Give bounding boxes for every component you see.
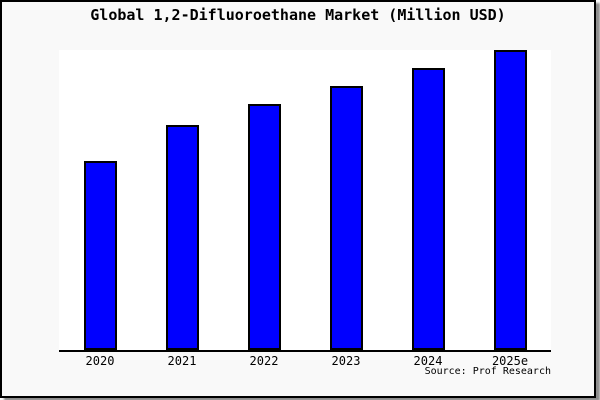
x-tick-label-2021: 2021 (167, 354, 197, 368)
x-tick-label-2024: 2024 (413, 354, 443, 368)
x-tick-label-2022: 2022 (249, 354, 279, 368)
bar-2024 (411, 68, 445, 350)
chart-title: Global 1,2-Difluoroethane Market (Millio… (90, 6, 506, 24)
bar-2020 (83, 161, 117, 350)
x-tick-label-2025e: 2025e (491, 354, 529, 368)
bar-2022 (247, 104, 281, 350)
bar-2023 (329, 86, 363, 350)
x-tick-label-2023: 2023 (331, 354, 361, 368)
bar-2021 (165, 125, 199, 350)
x-tick-label-2020: 2020 (85, 354, 115, 368)
x-axis-labels: 2020 2021 2022 2023 2024 2025e (59, 355, 551, 369)
source-credit: Source: Prof Research (424, 366, 551, 377)
bar-2025e (493, 50, 527, 350)
plot-area (59, 50, 551, 352)
